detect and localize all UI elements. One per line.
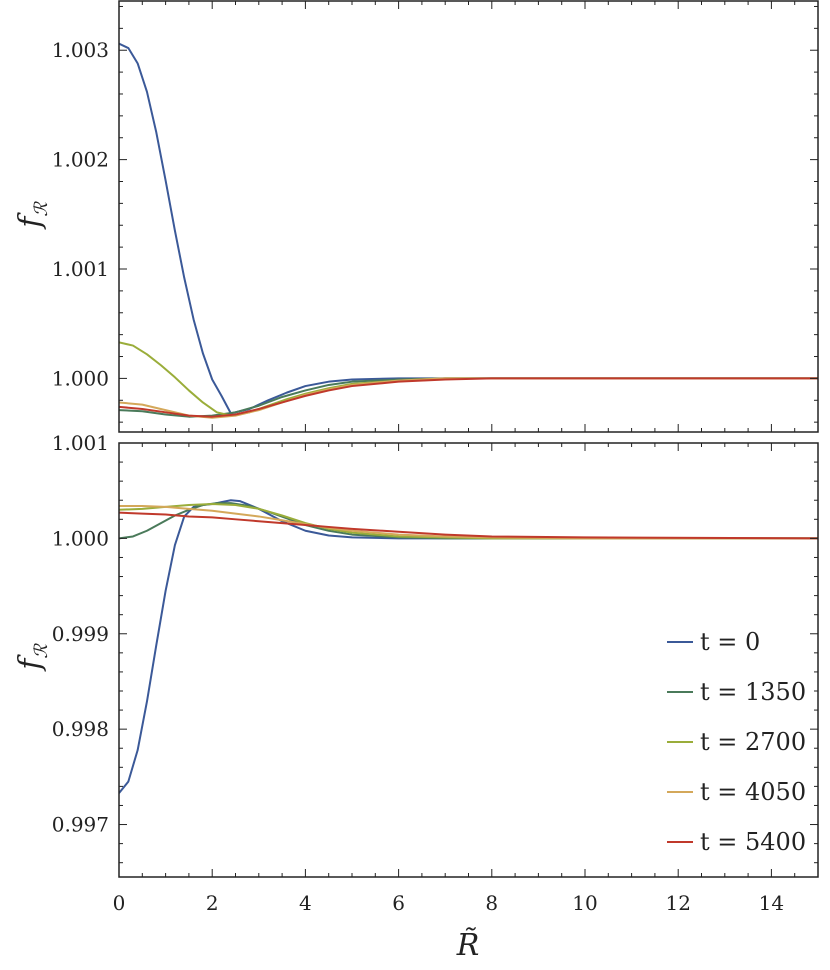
bottom-x-tick-label: 4 <box>299 891 312 915</box>
top-y-axis-label: fℛ <box>13 201 52 230</box>
top-series-line-3 <box>119 377 818 419</box>
legend-item: t = 5400 <box>667 828 806 856</box>
bottom-x-tick-label: 8 <box>485 891 498 915</box>
bottom-y-tick-label: 0.999 <box>52 622 109 646</box>
bottom-series-line-1 <box>119 502 818 540</box>
top-y-tick-label: 1.003 <box>52 38 109 62</box>
legend-item: t = 1350 <box>667 678 806 706</box>
top-y-tick-label: 1.000 <box>52 366 109 390</box>
bottom-y-axis-label: fℛ <box>13 643 52 672</box>
bottom-panel: 0 2 4 6 8 10 12 14 0.997 0.998 0.999 1.000 1.001 <box>52 431 819 915</box>
legend-label: t = 1350 <box>700 678 806 706</box>
top-y-tick-label: 1.001 <box>52 257 109 281</box>
bottom-series-line-4 <box>119 511 818 540</box>
bottom-x-tick-label: 12 <box>665 891 690 915</box>
bottom-x-tick-label: 2 <box>206 891 219 915</box>
legend-item: t = 2700 <box>667 728 806 756</box>
top-series-line-4 <box>119 377 818 418</box>
bottom-series-line-3 <box>119 504 818 540</box>
legend: t = 0 t = 1350 t = 2700 t = 4050 t = 5400 <box>667 628 806 856</box>
bottom-y-tick-label: 0.998 <box>52 717 109 741</box>
bottom-x-tick-label: 0 <box>113 891 126 915</box>
bottom-plot-frame <box>118 442 819 878</box>
top-plot-frame <box>118 0 819 433</box>
legend-label: t = 4050 <box>700 778 806 806</box>
bottom-y-tick-label: 1.001 <box>52 431 109 455</box>
bottom-x-tick-label: 6 <box>392 891 405 915</box>
bottom-series-line-2 <box>119 503 818 540</box>
bottom-y-tick-label: 1.000 <box>52 526 109 550</box>
legend-item: t = 0 <box>667 628 760 656</box>
bottom-x-tick-label: 10 <box>572 891 597 915</box>
legend-item: t = 4050 <box>667 778 806 806</box>
bottom-x-tick-label: 14 <box>759 891 784 915</box>
top-series-line-0 <box>119 42 818 415</box>
legend-label: t = 5400 <box>700 828 806 856</box>
top-panel: 1.000 1.001 1.002 1.003 <box>52 0 819 433</box>
legend-label: t = 2700 <box>700 728 806 756</box>
legend-label: t = 0 <box>700 628 760 656</box>
bottom-y-tick-label: 0.997 <box>52 813 109 837</box>
top-series-line-1 <box>119 377 818 418</box>
top-y-tick-label: 1.002 <box>52 148 109 172</box>
x-axis-label: R̃ <box>456 928 480 963</box>
